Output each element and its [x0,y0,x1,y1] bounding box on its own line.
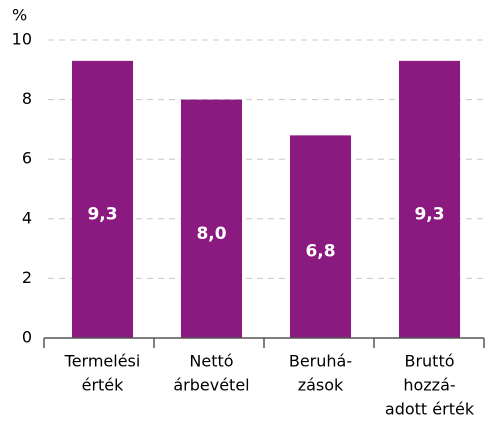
y-tick-label: 6 [22,149,32,168]
y-tick-label: 2 [22,268,32,287]
x-tick-label: adott érték [385,400,475,419]
bar [289,135,352,338]
y-tick-label: 4 [22,208,32,227]
y-axis-label: % [12,6,27,25]
bar [71,60,134,339]
x-tick-label: Beruhá- [289,352,352,371]
x-tick-label: Bruttó [404,352,454,371]
value-label: 9,3 [87,204,117,224]
x-tick-label: hozzá- [403,376,455,395]
x-tick-label: érték [82,376,125,395]
y-tick-label: 0 [22,328,32,347]
bar [398,60,461,339]
x-tick-label: zások [298,376,344,395]
x-tick-label: árbevétel [173,376,249,395]
y-tick-label: 8 [22,89,32,108]
y-tick-label: 10 [12,30,32,49]
x-tick-label: Nettó [189,352,233,371]
value-label: 6,8 [305,242,335,262]
value-label: 9,3 [414,204,444,224]
value-label: 8,0 [196,224,226,244]
x-tick-label: Termelési [64,352,141,371]
bar [180,99,243,338]
